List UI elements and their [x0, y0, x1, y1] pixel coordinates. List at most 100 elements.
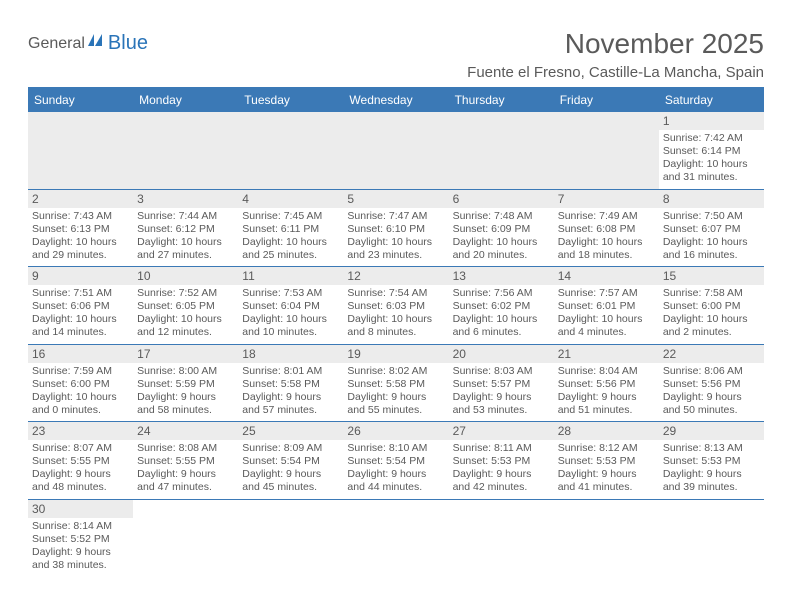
calendar-day: 28 Sunrise: 8:12 AMSunset: 5:53 PMDayligh…: [554, 422, 659, 500]
day-header: Wednesday: [343, 88, 448, 112]
calendar-day: [133, 112, 238, 189]
sun-info: Sunrise: 8:07 AMSunset: 5:55 PMDaylight:…: [32, 442, 129, 495]
sun-info: Sunrise: 7:57 AMSunset: 6:01 PMDaylight:…: [558, 287, 655, 340]
sun-info: Sunrise: 8:14 AMSunset: 5:52 PMDaylight:…: [32, 520, 129, 573]
sun-info: Sunrise: 8:01 AMSunset: 5:58 PMDaylight:…: [242, 365, 339, 418]
calendar-day: 6 Sunrise: 7:48 AMSunset: 6:09 PMDaylight…: [449, 189, 554, 267]
calendar-day: 10Sunrise: 7:52 AMSunset: 6:05 PMDayligh…: [133, 267, 238, 345]
calendar-day: 20 Sunrise: 8:03 AMSunset: 5:57 PMDayligh…: [449, 344, 554, 422]
sun-info: Sunrise: 8:12 AMSunset: 5:53 PMDaylight:…: [558, 442, 655, 495]
calendar-day: 29 Sunrise: 8:13 AMSunset: 5:53 PMDayligh…: [659, 422, 764, 500]
day-number: 15: [659, 267, 764, 285]
day-number: 5: [343, 190, 448, 208]
logo: General Blue: [28, 32, 148, 55]
calendar-week: 23 Sunrise: 8:07 AMSunset: 5:55 PMDayligh…: [28, 422, 764, 500]
sun-info: Sunrise: 7:58 AMSunset: 6:00 PMDaylight:…: [663, 287, 760, 340]
calendar-day: 5 Sunrise: 7:47 AMSunset: 6:10 PMDaylight…: [343, 189, 448, 267]
calendar-day: 24 Sunrise: 8:08 AMSunset: 5:55 PMDayligh…: [133, 422, 238, 500]
day-number: 25: [238, 422, 343, 440]
calendar-day: 3Sunrise: 7:44 AMSunset: 6:12 PMDaylight…: [133, 189, 238, 267]
sun-info: Sunrise: 7:53 AMSunset: 6:04 PMDaylight:…: [242, 287, 339, 340]
calendar-day: 30Sunrise: 8:14 AMSunset: 5:52 PMDayligh…: [28, 499, 133, 576]
day-number: 8: [659, 190, 764, 208]
flag-icon: [88, 34, 106, 48]
logo-text-blue: Blue: [108, 32, 148, 55]
calendar-day: 22Sunrise: 8:06 AMSunset: 5:56 PMDayligh…: [659, 344, 764, 422]
sun-info: Sunrise: 8:03 AMSunset: 5:57 PMDaylight:…: [453, 365, 550, 418]
day-number: 13: [449, 267, 554, 285]
day-header: Monday: [133, 88, 238, 112]
calendar-day: [554, 112, 659, 189]
day-number: 12: [343, 267, 448, 285]
calendar-day: [28, 112, 133, 189]
calendar-day: [554, 499, 659, 576]
sun-info: Sunrise: 8:13 AMSunset: 5:53 PMDaylight:…: [663, 442, 760, 495]
calendar-week: 1Sunrise: 7:42 AMSunset: 6:14 PMDaylight…: [28, 112, 764, 189]
day-number: 17: [133, 345, 238, 363]
sun-info: Sunrise: 7:47 AMSunset: 6:10 PMDaylight:…: [347, 210, 444, 263]
calendar-day: 19 Sunrise: 8:02 AMSunset: 5:58 PMDayligh…: [343, 344, 448, 422]
header: General Blue November 2025 Fuente el Fre…: [28, 28, 764, 81]
day-number: 23: [28, 422, 133, 440]
day-number: 16: [28, 345, 133, 363]
calendar-day: 9Sunrise: 7:51 AMSunset: 6:06 PMDaylight…: [28, 267, 133, 345]
calendar-day: 16 Sunrise: 7:59 AMSunset: 6:00 PMDayligh…: [28, 344, 133, 422]
day-number: 22: [659, 345, 764, 363]
day-number: 24: [133, 422, 238, 440]
sun-info: Sunrise: 7:56 AMSunset: 6:02 PMDaylight:…: [453, 287, 550, 340]
day-header: Friday: [554, 88, 659, 112]
calendar-week: 2 Sunrise: 7:43 AMSunset: 6:13 PMDaylight…: [28, 189, 764, 267]
calendar-table: SundayMondayTuesdayWednesdayThursdayFrid…: [28, 88, 764, 576]
day-number: 4: [238, 190, 343, 208]
calendar-day: 8Sunrise: 7:50 AMSunset: 6:07 PMDaylight…: [659, 189, 764, 267]
sun-info: Sunrise: 8:02 AMSunset: 5:58 PMDaylight:…: [347, 365, 444, 418]
sun-info: Sunrise: 8:04 AMSunset: 5:56 PMDaylight:…: [558, 365, 655, 418]
calendar-day: 27Sunrise: 8:11 AMSunset: 5:53 PMDayligh…: [449, 422, 554, 500]
calendar-week: 30Sunrise: 8:14 AMSunset: 5:52 PMDayligh…: [28, 499, 764, 576]
day-number: 29: [659, 422, 764, 440]
day-number: 18: [238, 345, 343, 363]
sun-info: Sunrise: 7:45 AMSunset: 6:11 PMDaylight:…: [242, 210, 339, 263]
calendar-day: 26 Sunrise: 8:10 AMSunset: 5:54 PMDayligh…: [343, 422, 448, 500]
day-header: Sunday: [28, 88, 133, 112]
day-number: 14: [554, 267, 659, 285]
sun-info: Sunrise: 7:43 AMSunset: 6:13 PMDaylight:…: [32, 210, 129, 263]
calendar-day: [449, 499, 554, 576]
calendar-day: [343, 499, 448, 576]
sun-info: Sunrise: 7:59 AMSunset: 6:00 PMDaylight:…: [32, 365, 129, 418]
logo-text-general: General: [28, 35, 85, 53]
day-number: 28: [554, 422, 659, 440]
sun-info: Sunrise: 7:52 AMSunset: 6:05 PMDaylight:…: [137, 287, 234, 340]
calendar-day: 7Sunrise: 7:49 AMSunset: 6:08 PMDaylight…: [554, 189, 659, 267]
location: Fuente el Fresno, Castille-La Mancha, Sp…: [467, 64, 764, 81]
title-block: November 2025 Fuente el Fresno, Castille…: [467, 28, 764, 81]
calendar-day: [659, 499, 764, 576]
calendar-day: 4 Sunrise: 7:45 AMSunset: 6:11 PMDaylight…: [238, 189, 343, 267]
sun-info: Sunrise: 8:08 AMSunset: 5:55 PMDaylight:…: [137, 442, 234, 495]
sun-info: Sunrise: 7:54 AMSunset: 6:03 PMDaylight:…: [347, 287, 444, 340]
day-number: 19: [343, 345, 448, 363]
calendar-day: 23 Sunrise: 8:07 AMSunset: 5:55 PMDayligh…: [28, 422, 133, 500]
day-number: 26: [343, 422, 448, 440]
day-number: 11: [238, 267, 343, 285]
sun-info: Sunrise: 7:48 AMSunset: 6:09 PMDaylight:…: [453, 210, 550, 263]
day-number: 9: [28, 267, 133, 285]
day-number: 21: [554, 345, 659, 363]
sun-info: Sunrise: 8:09 AMSunset: 5:54 PMDaylight:…: [242, 442, 339, 495]
calendar-day: 12 Sunrise: 7:54 AMSunset: 6:03 PMDayligh…: [343, 267, 448, 345]
day-number: 27: [449, 422, 554, 440]
sun-info: Sunrise: 8:10 AMSunset: 5:54 PMDaylight:…: [347, 442, 444, 495]
day-number: 20: [449, 345, 554, 363]
calendar-day: 14 Sunrise: 7:57 AMSunset: 6:01 PMDayligh…: [554, 267, 659, 345]
day-number: 3: [133, 190, 238, 208]
calendar-day: 2 Sunrise: 7:43 AMSunset: 6:13 PMDaylight…: [28, 189, 133, 267]
day-header: Tuesday: [238, 88, 343, 112]
day-number: 6: [449, 190, 554, 208]
calendar-day: [133, 499, 238, 576]
day-header-row: SundayMondayTuesdayWednesdayThursdayFrid…: [28, 88, 764, 112]
day-number: 2: [28, 190, 133, 208]
calendar-week: 9Sunrise: 7:51 AMSunset: 6:06 PMDaylight…: [28, 267, 764, 345]
calendar-day: [449, 112, 554, 189]
day-header: Thursday: [449, 88, 554, 112]
calendar-day: [238, 499, 343, 576]
